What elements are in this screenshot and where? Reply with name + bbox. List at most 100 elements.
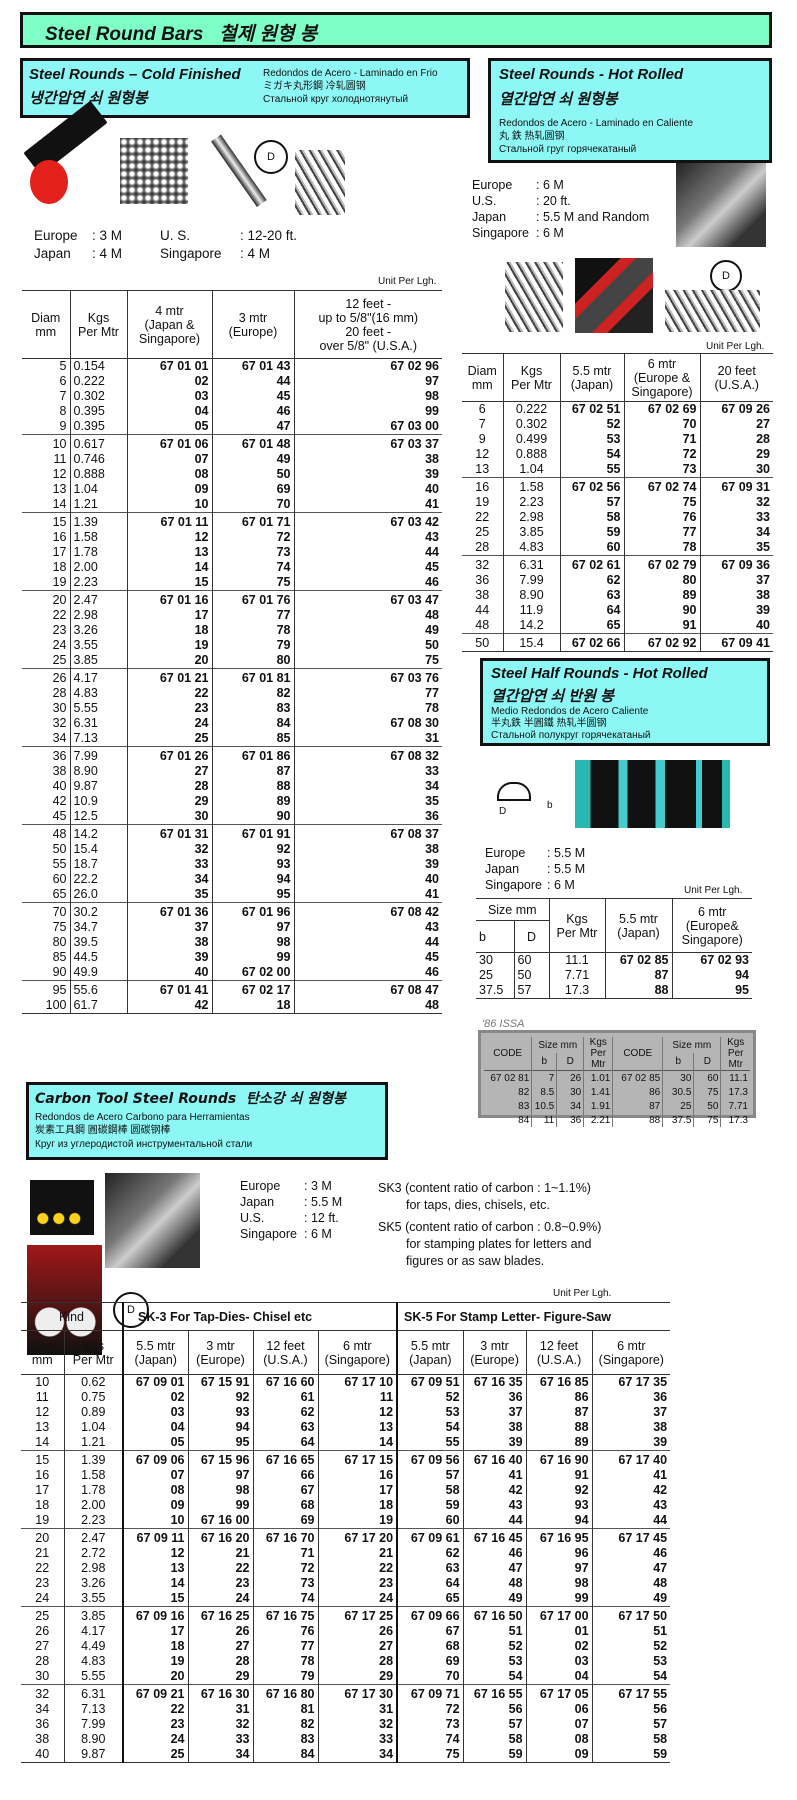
table-cell: 22 <box>52 608 67 622</box>
table-cell: 34.7 <box>69 920 127 935</box>
table-cell: 22 <box>122 1702 188 1717</box>
table-cell: 67 01 86 <box>211 746 294 764</box>
table-cell: 55.6 <box>69 980 127 998</box>
table-cell: 17 <box>122 1624 188 1639</box>
note-sk5-use: for stamping plates for letters and <box>406 1237 592 1251</box>
diameter-icon: D <box>254 140 288 174</box>
table-cell: 2.23 <box>63 1513 123 1529</box>
table-cell: 17 <box>126 608 212 623</box>
col-header: Kgs Per Mtr <box>548 898 605 953</box>
table-cell: 04 <box>525 1669 593 1685</box>
table-cell: 9.87 <box>69 779 127 794</box>
table-cell: 51 <box>591 1624 671 1639</box>
table-row: 15 1.39 67 09 06 67 15 96 67 16 65 67 17 15 67… <box>21 1450 671 1468</box>
table-cell: 01 <box>525 1624 593 1639</box>
table-row: 13 1.04 55 73 30 <box>462 462 773 478</box>
section-title: Steel Half Rounds - Hot Rolled <box>491 665 708 682</box>
table-cell: 42 <box>591 1483 671 1498</box>
table-cell: 52 <box>559 417 624 432</box>
table-cell: 03 <box>126 389 212 404</box>
table-row: 48 14.2 65 91 40 <box>462 618 773 634</box>
table-cell: 48 <box>591 1576 671 1591</box>
table-cell: 0.222 <box>502 401 560 417</box>
table-cell: 59 <box>591 1747 671 1763</box>
table-cell: 1.78 <box>63 1483 123 1498</box>
table-cell: 52 <box>396 1390 464 1405</box>
table-cell: 50 <box>462 633 503 652</box>
table-cell: 34 <box>35 1702 50 1716</box>
table-row: 100 61.7 42 18 48 <box>22 998 442 1014</box>
note-sk3: SK3 (content ratio of carbon : 1~1.1%) <box>378 1181 591 1195</box>
table-cell: 67 01 31 <box>126 824 212 842</box>
table-cell: 11.1 <box>720 1070 750 1085</box>
length-item: Singapore: 6 M <box>485 878 575 892</box>
table-cell: 67 17 50 <box>591 1606 671 1624</box>
table-cell: 3.55 <box>69 638 127 653</box>
col-header: 12 feet - up to 5/8"(16 mm) 20 feet - ov… <box>293 290 442 359</box>
table-cell: 0.617 <box>69 434 127 452</box>
table-cell: 44 <box>475 603 490 617</box>
section-title-kr: 냉간압연 쇠 원형봉 <box>29 90 148 107</box>
table-cell: 60 <box>513 952 549 968</box>
table-cell: 26 <box>317 1624 398 1639</box>
table-cell: 67 01 21 <box>126 668 212 686</box>
table-cell: 15 <box>122 1591 188 1607</box>
col-header: 6 mtr (Singapore) <box>591 1330 671 1375</box>
table-cell: 24 <box>35 1591 50 1605</box>
table-cell: 32 <box>699 495 773 510</box>
table-cell: 99 <box>187 1498 253 1513</box>
table-cell: 96 <box>525 1546 593 1561</box>
table-cell: 38 <box>293 842 442 857</box>
table-row: 34 7.13 25 85 31 <box>22 731 442 747</box>
table-cell: 54 <box>462 1669 527 1685</box>
table-cell: 40 <box>126 965 212 981</box>
col-header: Size mm <box>662 1037 721 1054</box>
table-cell: 67 17 35 <box>591 1374 671 1390</box>
table-cell: 53 <box>462 1654 527 1669</box>
table-cell: 69 <box>211 482 294 497</box>
table-row: 70 30.2 67 01 36 67 01 96 67 08 42 <box>22 902 442 920</box>
table-cell: 88 <box>525 1420 593 1435</box>
table-cell: 23 <box>187 1576 253 1591</box>
table-cell: 40 <box>293 482 442 497</box>
table-cell: 91 <box>525 1468 593 1483</box>
table-cell: 65 <box>559 618 624 634</box>
table-cell: 84 <box>252 1747 318 1763</box>
unit-label: Unit Per Lgh. <box>706 341 765 352</box>
table-cell: 36 <box>22 746 70 764</box>
table-cell: 67 02 56 <box>559 477 624 495</box>
table-cell: 19 <box>52 575 67 589</box>
table-row: 95 55.6 67 01 41 67 02 17 67 08 47 <box>22 980 442 998</box>
col-header: b <box>531 1053 557 1071</box>
table-cell: 38 <box>699 588 773 603</box>
table-row: 82 8.5 30 1.41 86 30.5 75 17.3 <box>484 1085 750 1099</box>
table-cell: 10 <box>126 497 212 513</box>
table-cell: 67 08 37 <box>293 824 442 842</box>
table-cell: 67 03 76 <box>293 668 442 686</box>
sk5-header: SK-5 For Stamp Letter- Figure-Saw <box>396 1302 671 1331</box>
table-row: 75 34.7 37 97 43 <box>22 920 442 935</box>
table-cell: 67 08 47 <box>293 980 442 998</box>
table-cell: 49 <box>293 623 442 638</box>
table-cell: 33 <box>293 764 442 779</box>
table-cell: 67 08 30 <box>293 716 442 731</box>
table-cell: 70 <box>22 902 70 920</box>
rod-bundle-image <box>120 138 188 204</box>
table-cell: 67 16 60 <box>252 1374 318 1390</box>
table-cell: 2.00 <box>69 560 127 575</box>
table-cell: 67 01 96 <box>211 902 294 920</box>
table-row: 11 0.746 07 49 38 <box>22 452 442 467</box>
table-cell: 18 <box>35 1498 50 1512</box>
table-cell: 67 15 96 <box>187 1450 253 1468</box>
table-cell: 05 <box>122 1435 188 1451</box>
table-cell: 72 <box>211 530 294 545</box>
table-row: 36 7.99 23 32 82 32 73 57 07 57 <box>21 1717 671 1732</box>
table-cell: 2.21 <box>583 1113 613 1127</box>
table-cell: 24 <box>52 638 67 652</box>
table-cell: 34 <box>187 1747 253 1763</box>
table-row: 16 1.58 67 02 56 67 02 74 67 09 31 <box>462 477 773 495</box>
table-cell: 67 02 00 <box>211 965 294 981</box>
table-cell: 20 <box>122 1669 188 1685</box>
table-cell: 24 <box>126 716 212 731</box>
table-cell: 72 <box>623 447 700 462</box>
